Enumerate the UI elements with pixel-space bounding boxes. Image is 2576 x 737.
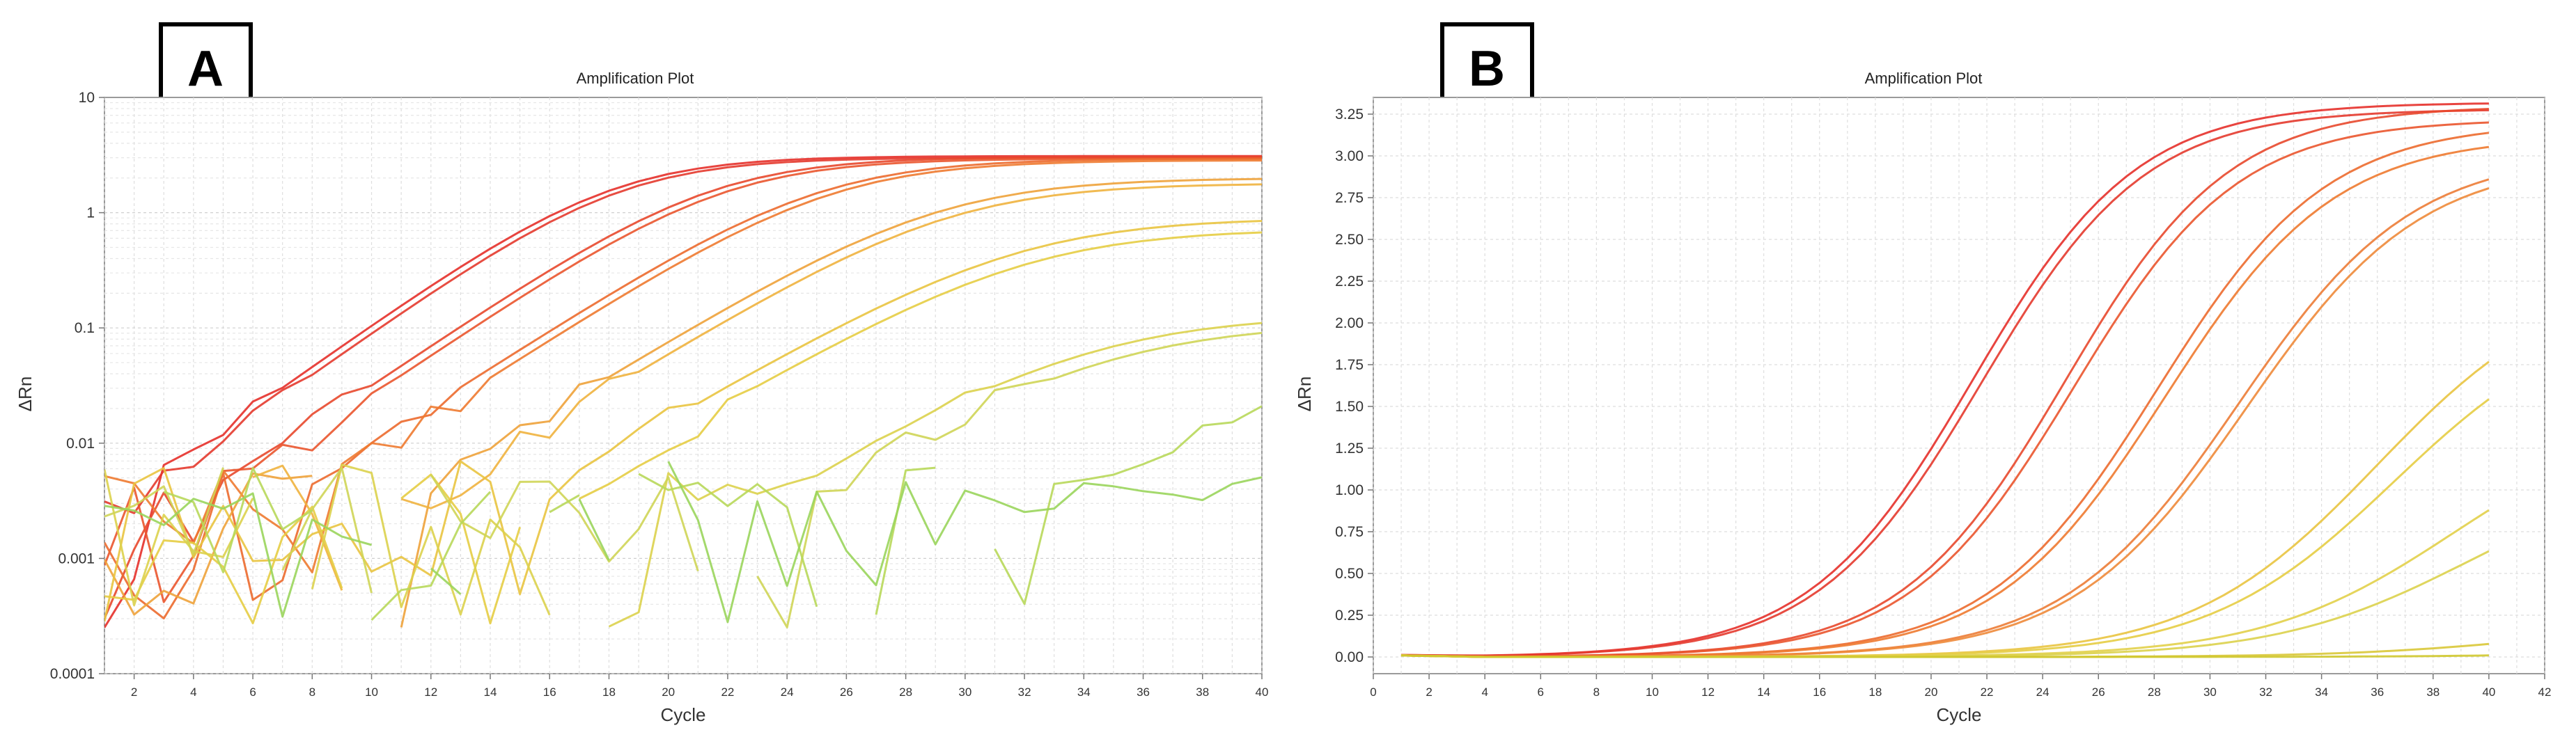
- x-tick-label: 4: [1481, 686, 1488, 699]
- y-tick-label: 0.25: [1335, 608, 1364, 624]
- x-tick-label: 8: [1593, 686, 1600, 699]
- y-tick-label: 1: [86, 205, 95, 221]
- x-tick-label: 32: [1018, 686, 1031, 699]
- y-tick-label: 3.00: [1335, 148, 1364, 164]
- series-line-ntc1: [1400, 654, 2489, 658]
- series-line-std4b: [252, 183, 1262, 591]
- x-tick-label: 0: [1370, 686, 1376, 699]
- series-lines: [104, 154, 1262, 628]
- y-tick-label: 0.1: [75, 320, 95, 336]
- x-tick-label: 28: [2148, 686, 2161, 699]
- x-ticks: 0 2 4 6 8 10 12 14 16 18 20 22 24 26 28 30 32 34 36 38 40 42: [1370, 674, 2551, 699]
- panel-a-xlabel: Cycle: [660, 704, 705, 725]
- x-tick-label: 2: [131, 686, 137, 699]
- series-line-std6b: [104, 331, 1262, 628]
- y-ticks: 0.0001 0.001 0.01 0.1 1 10: [50, 90, 104, 682]
- x-tick-label: 14: [484, 686, 497, 699]
- series-line-std5: [104, 220, 1262, 622]
- y-tick-label: 2.50: [1335, 232, 1364, 248]
- x-tick-label: 16: [543, 686, 556, 699]
- x-tick-label: 34: [2315, 686, 2328, 699]
- y-tick-label: 0.0001: [50, 666, 95, 682]
- x-tick-label: 26: [840, 686, 853, 699]
- y-tick-label: 0.50: [1335, 566, 1364, 582]
- y-tick-label: 0.001: [58, 550, 95, 566]
- series-line-std2: [104, 155, 1262, 619]
- x-tick-label: 24: [2036, 686, 2050, 699]
- x-tick-label: 4: [190, 686, 196, 699]
- x-ticks: 2 4 6 8 10 12 14 16 18 20 22 24 26 28 30 32 34 36 38 40: [131, 674, 1269, 699]
- x-tick-label: 30: [2203, 686, 2217, 699]
- panel-b-label: B: [1469, 41, 1505, 97]
- panel-b-xlabel: Cycle: [1936, 704, 1981, 725]
- series-line-std4: [104, 177, 1262, 628]
- panel-a-ylabel: ΔRn: [15, 377, 36, 412]
- series-line-ntc2: [104, 461, 1262, 624]
- panel-b: B Amplification Plot 0 2 4 6 8 10 12 14 16 18 20 22…: [1294, 22, 2551, 725]
- x-tick-label: 20: [1924, 686, 1937, 699]
- y-ticks: 0.00 0.25 0.50 0.75 1.00 1.25 1.50 1.75 2.00 2.25…: [1335, 106, 1373, 665]
- y-tick-label: 2.25: [1335, 274, 1364, 290]
- series-line-ntc1: [163, 405, 1262, 621]
- x-tick-label: 38: [1196, 686, 1209, 699]
- x-tick-label: 8: [309, 686, 315, 699]
- x-tick-label: 16: [1813, 686, 1826, 699]
- y-tick-label: 10: [79, 90, 95, 106]
- x-tick-label: 14: [1757, 686, 1770, 699]
- panel-a-title: Amplification Plot: [577, 70, 694, 87]
- x-tick-label: 36: [1137, 686, 1150, 699]
- plot-frame: [104, 97, 1263, 674]
- x-tick-label: 34: [1077, 686, 1091, 699]
- series-line-std1: [104, 154, 1262, 628]
- series-line-std2b: [104, 157, 1262, 603]
- x-tick-label: 2: [1426, 686, 1432, 699]
- x-tick-label: 22: [721, 686, 734, 699]
- x-tick-label: 30: [958, 686, 971, 699]
- y-tick-label: 0.01: [66, 436, 95, 452]
- x-tick-label: 20: [662, 686, 675, 699]
- y-tick-label: 1.00: [1335, 482, 1364, 498]
- y-tick-label: 1.50: [1335, 399, 1364, 415]
- x-tick-label: 42: [2538, 686, 2552, 699]
- plot-frame: [1373, 97, 2545, 674]
- panel-b-plot-area: 0 2 4 6 8 10 12 14 16 18 20 22 24 26 28 30 32 34 36 38 40 420…: [1335, 97, 2551, 699]
- panel-a-plot-area: 2 4 6 8 10 12 14 16 18 20 22 24 26 28 30 32 34 36 38 400.00…: [50, 90, 1269, 699]
- gridlines: [104, 97, 1263, 674]
- y-tick-label: 0.00: [1335, 649, 1364, 665]
- y-tick-label: 3.25: [1335, 106, 1364, 122]
- panel-a: A Amplification Plot 2 4 6 8 10 12 14 16 18 20 22 2…: [15, 22, 1269, 725]
- x-tick-label: 32: [2259, 686, 2272, 699]
- x-tick-label: 40: [1256, 686, 1269, 699]
- x-tick-label: 18: [602, 686, 616, 699]
- y-tick-label: 2.75: [1335, 190, 1364, 206]
- x-tick-label: 24: [781, 686, 794, 699]
- x-tick-label: 18: [1868, 686, 1882, 699]
- x-tick-label: 22: [1981, 686, 1994, 699]
- panel-a-label: A: [187, 41, 224, 97]
- x-tick-label: 12: [424, 686, 437, 699]
- x-tick-label: 38: [2426, 686, 2440, 699]
- y-tick-label: 2.00: [1335, 315, 1364, 331]
- series-line-std3b: [104, 159, 1262, 573]
- x-tick-label: 10: [365, 686, 378, 699]
- y-tick-label: 0.75: [1335, 524, 1364, 540]
- x-tick-label: 40: [2482, 686, 2495, 699]
- x-tick-label: 36: [2371, 686, 2384, 699]
- gridlines: [1373, 97, 2545, 674]
- x-tick-label: 26: [2092, 686, 2105, 699]
- x-tick-label: 10: [1646, 686, 1659, 699]
- series-line-std3: [104, 157, 1262, 620]
- x-tick-label: 6: [1538, 686, 1544, 699]
- x-tick-label: 28: [899, 686, 912, 699]
- series-line-std1b: [1400, 109, 2489, 657]
- y-tick-label: 1.75: [1335, 357, 1364, 373]
- panel-b-title: Amplification Plot: [1865, 70, 1983, 87]
- x-tick-label: 12: [1701, 686, 1715, 699]
- y-tick-label: 1.25: [1335, 441, 1364, 457]
- series-lines: [1400, 102, 2490, 658]
- x-tick-label: 6: [249, 686, 256, 699]
- series-line-std6: [104, 322, 1262, 628]
- panel-b-ylabel: ΔRn: [1294, 377, 1315, 412]
